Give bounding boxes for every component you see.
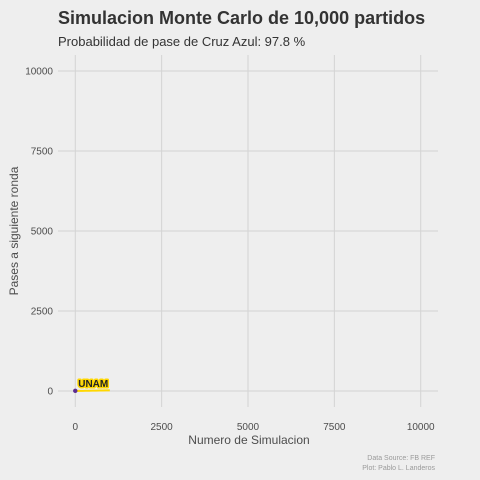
grid (58, 55, 438, 407)
annotation-label-halo: UNAM (78, 379, 108, 390)
caption-source: Data Source: FB REF (367, 455, 435, 462)
series (73, 388, 110, 394)
annotation-label: UNAM (78, 379, 108, 390)
y-axis-title: Pases a siguiente ronda (7, 166, 21, 295)
x-axis: 0 2500 5000 7500 10000 (72, 422, 435, 433)
chart-title: Simulacion Monte Carlo de 10,000 partido… (58, 8, 425, 28)
chart-subtitle: Probabilidad de pase de Cruz Azul: 97.8 … (58, 34, 306, 49)
x-tick-label: 5000 (237, 422, 260, 433)
x-tick-label: 10000 (407, 422, 435, 433)
x-tick-label: 7500 (323, 422, 346, 433)
x-tick-label: 2500 (151, 422, 174, 433)
x-axis-title: Numero de Simulacion (188, 433, 309, 447)
y-tick-label: 10000 (25, 67, 53, 78)
y-tick-label: 2500 (31, 307, 54, 318)
y-tick-label: 5000 (31, 227, 54, 238)
y-axis: 0 2500 5000 7500 10000 (25, 67, 53, 398)
y-tick-label: 7500 (31, 147, 54, 158)
y-tick-label: 0 (47, 387, 53, 398)
series-line (75, 389, 110, 392)
x-tick-label: 0 (72, 422, 78, 433)
data-point (73, 388, 78, 394)
caption-plot: Plot: Pablo L. Landeros (362, 465, 435, 472)
